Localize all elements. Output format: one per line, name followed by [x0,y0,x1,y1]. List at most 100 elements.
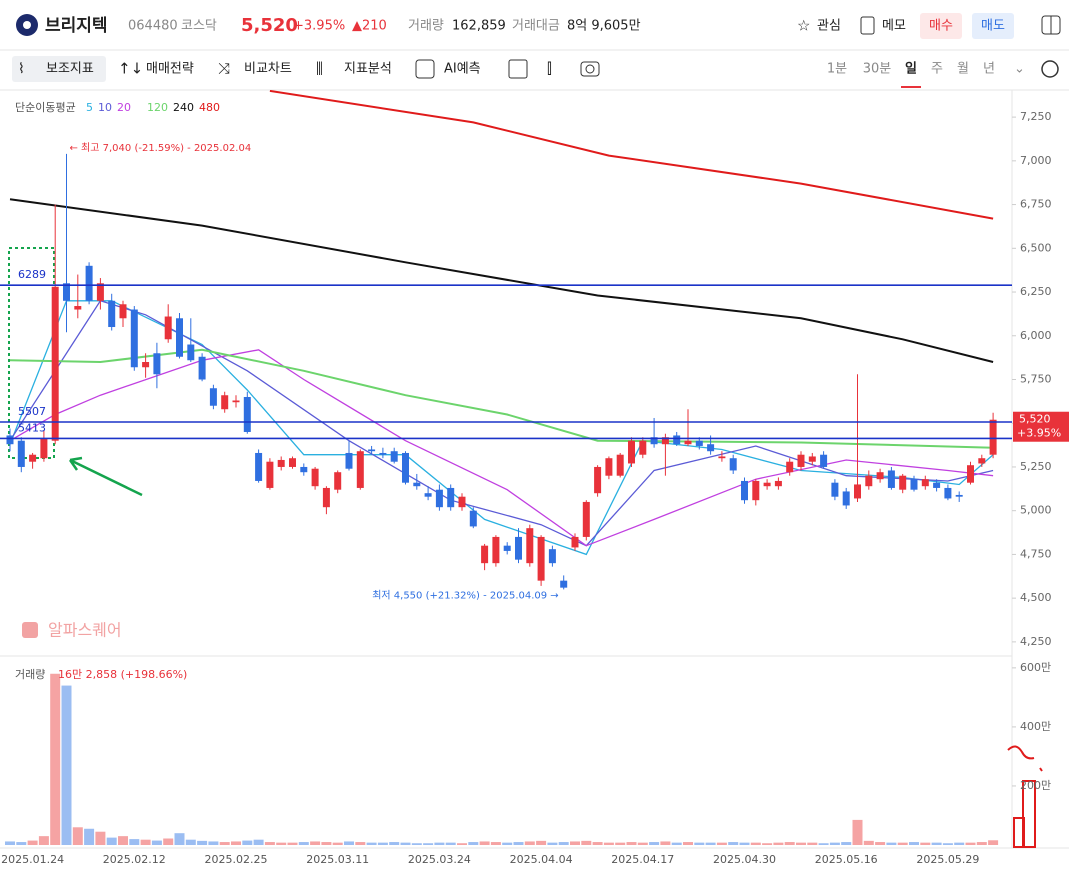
camera-icon[interactable] [580,61,600,77]
candle-icon[interactable]: ⫿ [547,60,552,78]
candle-body [899,475,907,490]
candle-body [865,475,873,487]
x-tick-label: 2025.03.24 [408,853,471,866]
tool-active-bg [12,56,106,82]
candle-body [413,482,421,487]
candle-body [808,456,816,462]
volume-bar [445,842,456,845]
sell-button-bg[interactable] [972,13,1014,39]
memo-button[interactable]: 메모 [882,19,906,34]
logo-dot [23,21,31,29]
y-tick-label: 7,000 [1020,154,1052,167]
volume-bar [558,842,569,845]
x-tick-label: 2025.03.11 [306,853,369,866]
volume-bar [626,842,637,845]
volume-bar [298,842,309,845]
volume-bar [185,839,196,845]
watch-button[interactable]: 관심 [817,19,841,34]
y-tick-label: 400만 [1020,720,1051,733]
memo-icon[interactable] [860,16,875,35]
candle-body [119,304,127,319]
sell-button[interactable]: 매도 [981,19,1005,34]
volume: 162,859 [452,19,506,34]
level-label: 5507 [18,405,46,418]
x-tick-label: 2025.04.17 [611,853,674,866]
candle-body [673,435,681,445]
tool[interactable]: 지표분석 [344,62,392,77]
moving-average [269,90,994,220]
period[interactable]: 년 [983,62,995,77]
candle-body [786,461,794,473]
candle-body [650,437,658,445]
star-icon[interactable]: ☆ [797,17,810,35]
candle-body [684,440,692,445]
candle-body [277,459,285,467]
candle-body [774,480,782,487]
candle-body [639,440,647,455]
candle-body [944,487,952,499]
candle-body [209,388,217,406]
volume-bar [377,842,388,845]
volume-bar [502,842,513,845]
volume-bar [671,842,682,845]
tool-icon: ⌇ [18,61,25,77]
settings-icon[interactable] [1041,60,1059,78]
tool[interactable]: AI예측 [444,62,481,77]
annotation-high: ← 최고 7,040 (-21.59%) - 2025.02.04 [70,142,252,154]
moving-average [9,198,994,363]
volume-bar [886,842,897,845]
volume-bar [716,842,727,845]
candle-body [695,440,703,446]
y-tick-label: 5,250 [1020,460,1052,473]
volume-bar [988,840,999,845]
period[interactable]: 주 [931,62,943,77]
candle-body [424,493,432,497]
tool[interactable]: 비교차트 [244,62,292,77]
candle-body [503,545,511,551]
volume-subtitle: 16만 2,858 (+198.66%) [58,668,187,681]
volume-bar [434,842,445,845]
volume-bar [897,842,908,845]
candle-body [921,479,929,487]
period-active[interactable]: 일 [905,62,917,77]
candle-body [17,440,25,467]
tool[interactable]: 보조지표 [46,62,94,77]
candle-body [322,487,330,508]
volume-bar [344,841,354,845]
candle-body [854,484,861,499]
x-tick-label: 2025.04.30 [713,853,776,866]
y-tick-label: 6,500 [1020,241,1052,254]
stock-name: 브리지텍 [45,16,108,36]
volume-bar [637,842,648,845]
draw-icon[interactable] [508,59,528,79]
candle-body [955,494,963,497]
period[interactable]: 1분 [827,62,847,77]
candle-body [142,362,150,368]
candle-body [390,451,398,462]
candle-body [164,316,172,340]
candle-body [887,470,895,488]
ma-legend: 120 [147,101,168,114]
volume-bar [931,842,942,845]
volume-bar [287,842,298,845]
volume-bar [84,828,95,845]
buy-button[interactable]: 매수 [929,19,953,34]
y-tick-label: 200만 [1020,779,1051,792]
tool[interactable]: 매매전략 [146,62,194,77]
period-dropdown[interactable]: ⌄ [1014,62,1025,77]
volume-bar [140,839,151,845]
volume-bar [909,842,919,845]
volume-bar [400,842,411,845]
volume-bar [728,842,739,845]
candle-body [108,300,116,328]
period[interactable]: 월 [957,62,969,77]
volume-label: 거래량 [408,19,444,34]
candle-body [616,454,624,476]
y-tick-label: 6,000 [1020,329,1052,342]
change: ▲210 [352,19,387,34]
volume-bar [163,838,174,845]
period[interactable]: 30분 [863,62,892,77]
buy-button-bg[interactable] [920,13,962,39]
level-label: 5413 [18,421,46,434]
candle-body [435,489,443,508]
